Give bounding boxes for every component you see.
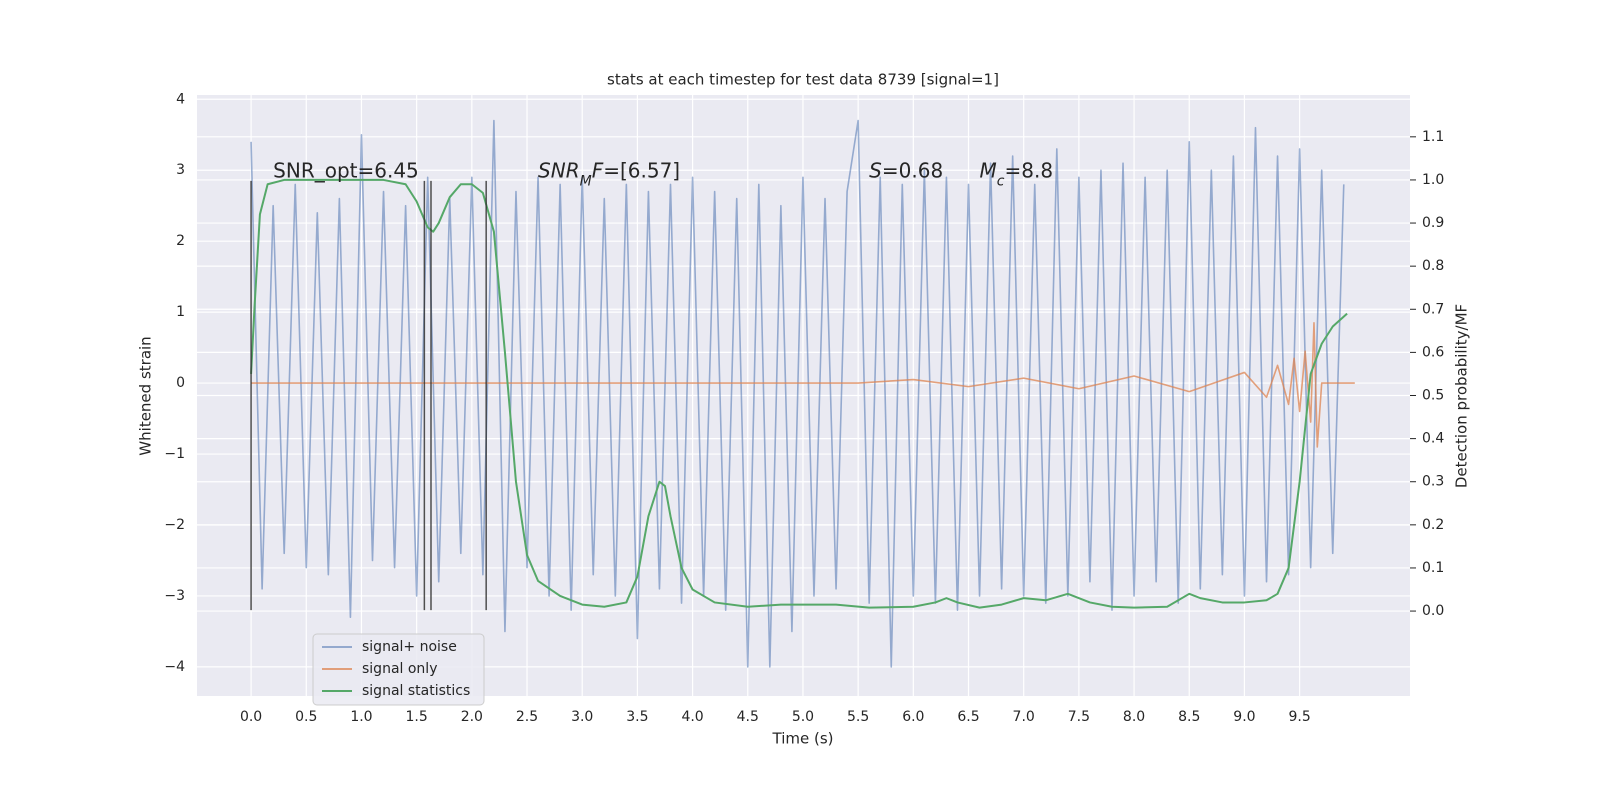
annotation-part: SNR	[538, 158, 580, 182]
annotation-part: =8.8	[1005, 158, 1054, 182]
y-tick-label: 3	[176, 162, 185, 178]
y2-axis-label: Detection probability/MF	[1453, 304, 1471, 488]
annotation-part: S	[869, 158, 882, 182]
series-line	[250, 119, 1345, 668]
x-tick-label: 8.5	[1178, 709, 1200, 725]
annotation: S=0.68	[869, 158, 943, 182]
annotation-part: M	[980, 158, 997, 182]
y2-tick-label: 0.9	[1422, 215, 1444, 231]
y-tick-label: −2	[164, 517, 185, 533]
y2-tick-label: 0.6	[1422, 344, 1444, 360]
annotation-part: SNR_opt=6.45	[273, 158, 419, 182]
y-tick-label: −3	[164, 588, 185, 604]
y-tick-label: 0	[176, 375, 185, 391]
annotation-part: =[6.57]	[603, 158, 680, 182]
x-tick-label: 3.5	[626, 709, 648, 725]
y2-tick-label: 0.0	[1422, 603, 1444, 619]
x-tick-label: 3.0	[571, 709, 593, 725]
x-tick-label: 5.5	[847, 709, 869, 725]
legend-box	[312, 633, 485, 706]
x-tick-label: 2.5	[516, 709, 538, 725]
legend-label: signal+ noise	[362, 639, 457, 655]
x-tick-label: 7.0	[1013, 709, 1035, 725]
y-tick-label: 4	[176, 91, 185, 107]
x-tick-label: 7.5	[1068, 709, 1090, 725]
x-tick-label: 6.0	[902, 709, 924, 725]
plot-area	[250, 119, 1355, 668]
y2-tick-label: 0.5	[1422, 388, 1444, 404]
legend-label: signal only	[362, 661, 437, 677]
annotation: SNR_opt=6.45	[273, 158, 419, 182]
x-axis-label: Time (s)	[772, 730, 834, 748]
annotation: Mc=8.8	[980, 158, 1054, 189]
y-axis-label: Whitened strain	[137, 336, 155, 455]
x-tick-label: 9.5	[1288, 709, 1310, 725]
annotation-part: F	[592, 158, 604, 182]
x-tick-label: 6.5	[957, 709, 979, 725]
legend: signal+ noise signal only signal statistic…	[312, 633, 485, 706]
y2-tick-label: 0.7	[1422, 301, 1444, 317]
y2-tick-label: 0.8	[1422, 258, 1444, 274]
y2-tick-label: 0.1	[1422, 560, 1444, 576]
x-tick-label: 9.0	[1233, 709, 1255, 725]
y2-tick-label: 1.1	[1422, 129, 1444, 145]
y2-tick-label: 1.0	[1422, 172, 1444, 188]
x-tick-label: 2.0	[461, 709, 483, 725]
x-tick-label: 1.0	[350, 709, 372, 725]
legend-label: signal statistics	[362, 683, 470, 699]
series-line	[251, 321, 1355, 448]
chart-title: stats at each timestep for test data 873…	[607, 71, 999, 89]
annotation-part: M	[580, 173, 592, 189]
y-tick-label: 2	[176, 233, 185, 249]
annotation-part: =0.68	[882, 158, 943, 182]
x-tick-label: 5.0	[792, 709, 814, 725]
x-tick-label: 8.0	[1123, 709, 1145, 725]
x-tick-label: 0.0	[240, 709, 262, 725]
annotation-part: c	[997, 173, 1005, 189]
y-tick-label: −1	[164, 446, 185, 462]
y2-tick-label: 0.4	[1422, 431, 1444, 447]
y-tick-label: 1	[176, 304, 185, 320]
y2-tick-label: 0.2	[1422, 517, 1444, 533]
y2-tick-label: 0.3	[1422, 474, 1444, 490]
x-tick-label: 4.5	[737, 709, 759, 725]
annotation: SNRMF=[6.57]	[538, 158, 680, 189]
x-tick-label: 1.5	[406, 709, 428, 725]
x-tick-label: 4.0	[681, 709, 703, 725]
y-tick-label: −4	[164, 659, 185, 675]
x-tick-label: 0.5	[295, 709, 317, 725]
